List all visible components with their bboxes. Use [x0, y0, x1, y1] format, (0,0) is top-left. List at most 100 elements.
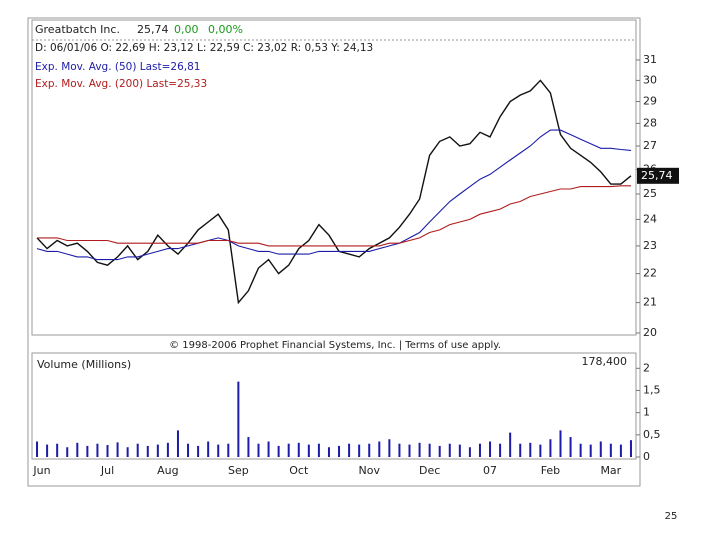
volume-bar: [489, 441, 492, 457]
volume-bar: [619, 444, 622, 457]
volume-bar: [609, 443, 612, 457]
volume-bar: [237, 381, 240, 457]
y-tick-label: 1,5: [643, 383, 661, 396]
x-tick-label: 07: [483, 464, 497, 477]
x-tick-label: Jun: [32, 464, 50, 477]
y-tick-label: 0,5: [643, 428, 661, 441]
volume-bar: [559, 430, 562, 457]
last-volume: 178,400: [582, 355, 628, 368]
price-panel: [31, 19, 637, 336]
volume-bar: [176, 430, 179, 457]
volume-bar: [187, 443, 190, 457]
volume-title: Volume (Millions): [37, 358, 131, 371]
volume-bar: [338, 445, 341, 457]
volume-bar: [166, 442, 169, 457]
volume-bar: [569, 437, 572, 457]
volume-bar: [307, 444, 310, 457]
volume-bar: [156, 444, 159, 457]
y-tick-label: 30: [643, 73, 657, 86]
last-price: 25,74: [137, 23, 169, 36]
volume-bar: [378, 441, 381, 457]
y-tick-label: 20: [643, 326, 657, 339]
x-tick-label: Nov: [358, 464, 380, 477]
volume-bar: [66, 447, 69, 457]
volume-bar: [247, 437, 250, 457]
volume-bar: [509, 432, 512, 457]
volume-bar: [287, 443, 290, 457]
y-tick-label: 2: [643, 361, 650, 374]
y-tick-label: 0: [643, 450, 650, 463]
volume-bar: [76, 442, 79, 457]
volume-bar: [36, 441, 39, 457]
volume-bar: [438, 445, 441, 457]
x-tick-label: Jul: [100, 464, 114, 477]
day-detail: D: 06/01/06 O: 22,69 H: 23,12 L: 22,59 C…: [35, 42, 373, 54]
volume-bar: [499, 443, 502, 457]
last-price-tag-label: 25,74: [641, 169, 673, 182]
volume-bar: [388, 439, 391, 457]
volume-bar: [217, 444, 220, 457]
x-tick-label: Dec: [419, 464, 440, 477]
volume-bar: [599, 441, 602, 457]
y-tick-label: 24: [643, 212, 657, 225]
price-line: [37, 185, 631, 247]
volume-bar: [539, 444, 542, 457]
x-tick-label: Mar: [600, 464, 621, 477]
x-tick-label: Feb: [541, 464, 560, 477]
volume-bar: [146, 445, 149, 457]
y-tick-label: 31: [643, 53, 657, 66]
y-tick-label: 29: [643, 95, 657, 108]
volume-bar: [348, 443, 351, 457]
volume-bar: [227, 443, 230, 457]
y-tick-label: 28: [643, 116, 657, 129]
volume-bar: [297, 442, 300, 457]
volume-bar: [418, 442, 421, 457]
volume-bar: [629, 440, 632, 457]
legend-entry: Exp. Mov. Avg. (50) Last=26,81: [35, 61, 201, 73]
volume-bar: [358, 444, 361, 457]
y-tick-label: 25: [643, 187, 657, 200]
volume-bar: [408, 444, 411, 457]
y-tick-label: 21: [643, 296, 657, 309]
volume-bar: [468, 447, 471, 457]
last-price-tag: [637, 167, 679, 184]
volume-bar: [267, 441, 270, 457]
page-number: 25: [665, 511, 678, 522]
y-tick-label: 27: [643, 139, 657, 152]
volume-bar: [116, 442, 119, 457]
x-tick-label: Oct: [289, 464, 309, 477]
volume-bar: [257, 443, 260, 457]
volume-bar: [46, 444, 49, 457]
volume-bar: [327, 447, 330, 457]
volume-bar: [458, 444, 461, 457]
copyright: © 1998-2006 Prophet Financial Systems, I…: [169, 340, 501, 351]
volume-bar: [448, 443, 451, 457]
volume-bar: [549, 439, 552, 457]
volume-bar: [398, 443, 401, 457]
volume-bar: [277, 445, 280, 457]
volume-bar: [579, 443, 582, 457]
y-tick-label: 1: [643, 406, 650, 419]
price-line: [36, 129, 632, 261]
y-tick-label: 22: [643, 267, 657, 280]
volume-bar: [428, 443, 431, 457]
volume-bar: [368, 443, 371, 457]
change-pct: 0,00%: [208, 23, 243, 36]
volume-bar: [207, 441, 210, 457]
volume-bar: [317, 443, 320, 457]
volume-bar: [126, 447, 129, 457]
volume-panel: [31, 352, 637, 460]
volume-bar: [86, 445, 89, 457]
volume-bar: [106, 445, 109, 457]
volume-bar: [136, 443, 139, 457]
legend-entry: Exp. Mov. Avg. (200) Last=25,33: [35, 78, 207, 90]
x-tick-label: Aug: [157, 464, 178, 477]
stock-name: Greatbatch Inc.: [35, 23, 120, 36]
x-tick-label: Sep: [228, 464, 249, 477]
volume-bar: [197, 445, 200, 457]
volume-bar: [56, 443, 59, 457]
y-tick-label: 23: [643, 239, 657, 252]
volume-bar: [529, 442, 532, 457]
volume-bar: [519, 443, 522, 457]
